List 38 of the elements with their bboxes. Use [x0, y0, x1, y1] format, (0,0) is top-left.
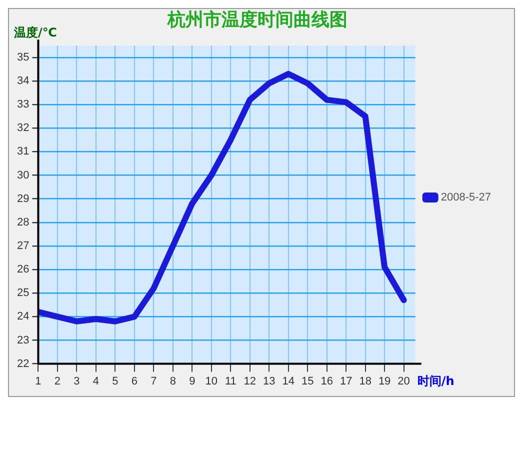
x-tick-label: 9 — [189, 375, 196, 388]
y-tick-label: 25 — [16, 287, 30, 300]
x-tick-label: 5 — [112, 375, 118, 388]
y-tick-label: 29 — [16, 192, 30, 205]
x-tick-label: 3 — [74, 375, 80, 388]
x-tick-label: 1 — [35, 375, 42, 388]
y-axis-title: 温度/℃ — [13, 26, 57, 40]
x-tick-label: 18 — [359, 375, 372, 388]
x-axis-title: 时间/h — [417, 374, 454, 388]
y-tick-label: 34 — [16, 74, 30, 87]
legend-label: 2008-5-27 — [440, 192, 492, 204]
x-tick-label: 4 — [92, 375, 100, 388]
x-tick-label: 12 — [244, 375, 256, 388]
y-tick-label: 28 — [16, 216, 30, 228]
x-tick-label: 6 — [131, 375, 138, 388]
x-tick-label: 14 — [282, 375, 294, 388]
x-tick-label: 2 — [54, 375, 61, 388]
y-tick-label: 32 — [16, 122, 30, 134]
y-tick-label: 30 — [16, 169, 30, 182]
y-tick-label: 26 — [16, 264, 30, 276]
y-tick-label: 31 — [16, 146, 30, 158]
y-tick-label: 24 — [16, 310, 30, 323]
y-tick-label: 27 — [16, 240, 30, 252]
x-tick-label: 19 — [378, 375, 391, 388]
chart-title: 杭州市温度时间曲线图 — [166, 9, 348, 30]
x-tick-label: 8 — [170, 375, 176, 388]
x-tick-label: 10 — [205, 375, 218, 388]
x-tick-label: 13 — [262, 375, 276, 388]
y-tick-label: 33 — [16, 98, 30, 111]
x-tick-label: 20 — [398, 375, 410, 388]
x-tick-label: 17 — [340, 375, 352, 388]
y-tick-label: 22 — [16, 358, 30, 370]
x-tick-label: 16 — [320, 375, 333, 388]
y-tick-label: 23 — [16, 334, 30, 346]
y-tick-label: 35 — [16, 51, 30, 64]
x-tick-label: 11 — [224, 375, 236, 388]
x-tick-label: 7 — [150, 375, 157, 388]
x-tick-label: 15 — [301, 375, 314, 388]
